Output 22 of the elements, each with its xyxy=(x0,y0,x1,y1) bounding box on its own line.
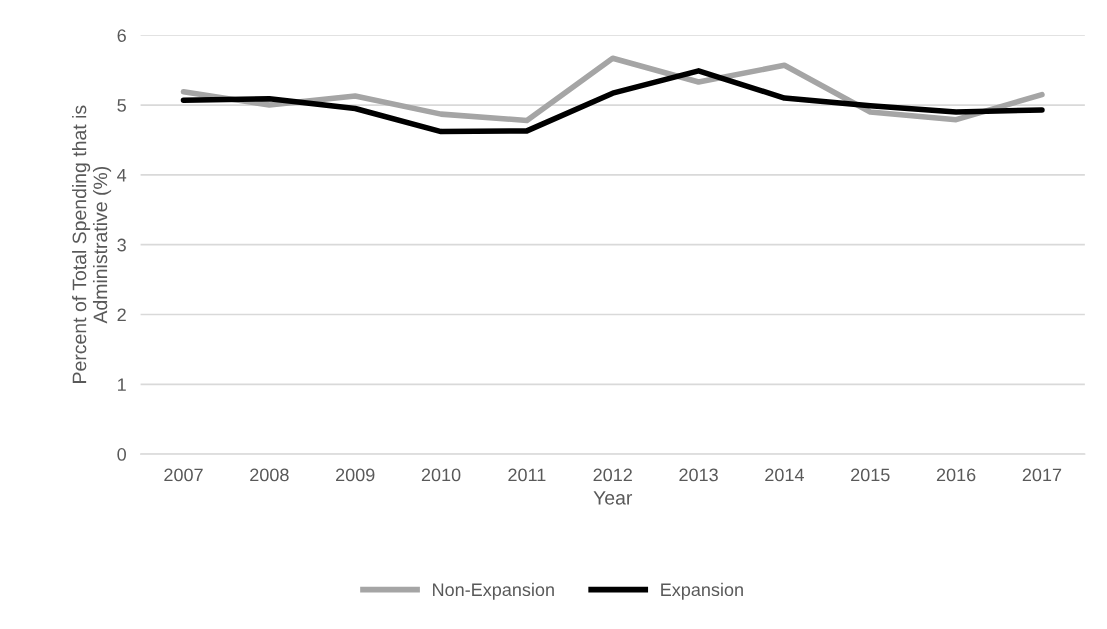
y-axis-title: Percent of Total Spending that is Administrative (%) xyxy=(72,105,112,383)
x-tick-label: 2013 xyxy=(679,468,718,482)
x-tick-label: 2014 xyxy=(765,468,804,482)
y-tick-label: 4 xyxy=(117,168,127,182)
x-tick-label: 2011 xyxy=(508,468,546,482)
y-tick-label: 1 xyxy=(118,378,126,391)
x-axis-title: Year xyxy=(593,491,633,505)
y-tick-label: 5 xyxy=(117,99,126,112)
x-tick-label: 2009 xyxy=(336,468,375,482)
x-tick-label: 2010 xyxy=(421,468,461,482)
x-tick-label: 2012 xyxy=(593,468,632,482)
x-tick-label: 2007 xyxy=(164,468,203,482)
y-tick-label: 6 xyxy=(117,29,126,42)
legend-label: Non-Expansion xyxy=(433,582,554,600)
y-tick-label: 2 xyxy=(117,308,126,322)
x-tick-label: 2008 xyxy=(250,468,289,482)
y-tick-label: 3 xyxy=(117,238,126,252)
x-tick-label: 2015 xyxy=(851,468,890,482)
x-tick-label: 2017 xyxy=(1022,468,1062,482)
x-tick-label: 2016 xyxy=(936,468,976,482)
legend-label: Expansion xyxy=(661,582,743,600)
y-tick-label: 0 xyxy=(117,448,126,461)
